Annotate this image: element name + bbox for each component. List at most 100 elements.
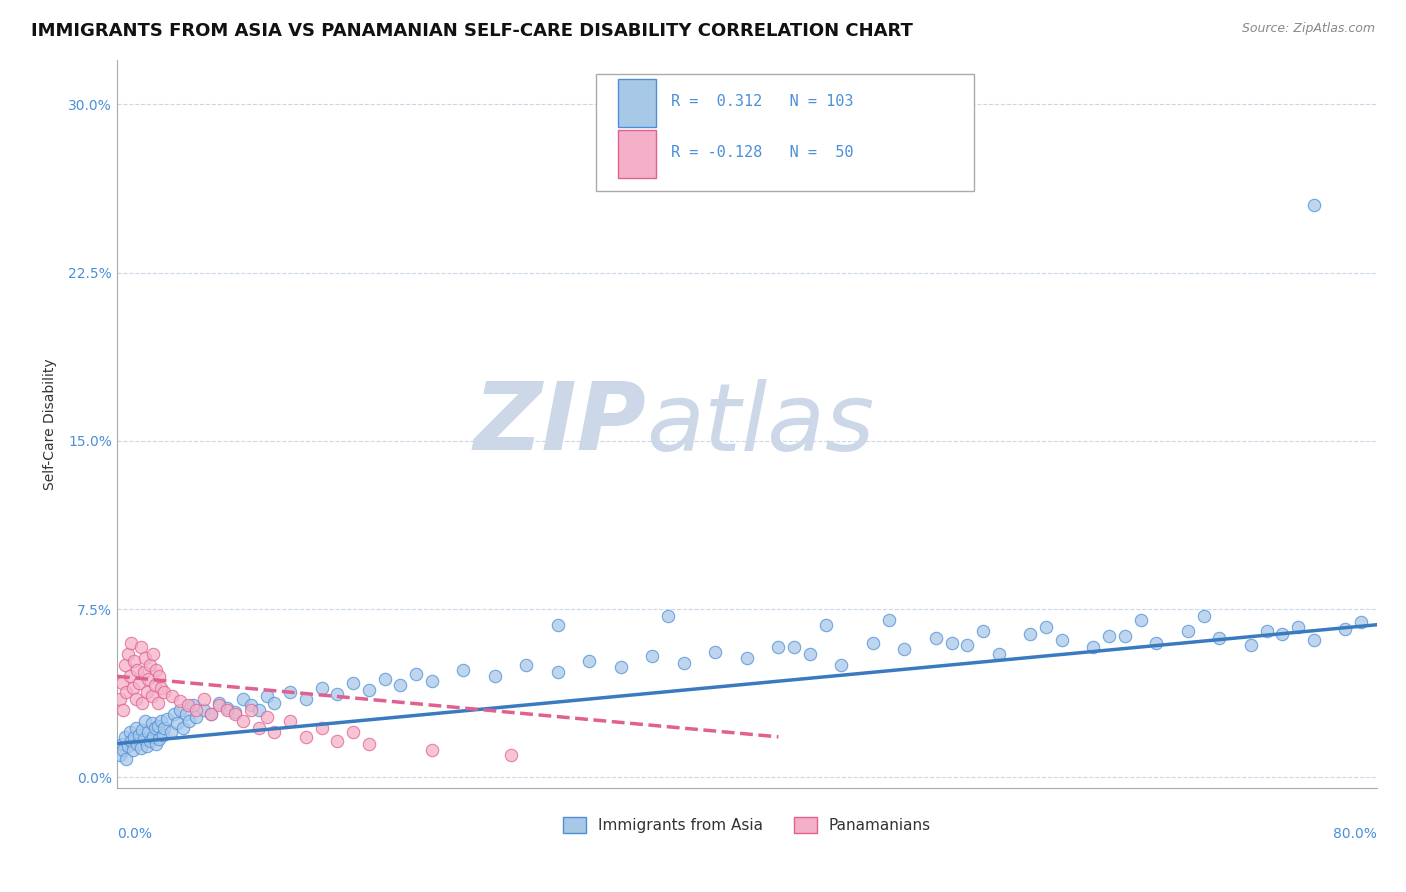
Point — [672, 656, 695, 670]
Point — [1019, 626, 1042, 640]
Point — [278, 685, 301, 699]
Point — [420, 743, 443, 757]
Point — [143, 721, 166, 735]
Point — [181, 698, 204, 713]
Point — [114, 730, 136, 744]
Point — [163, 707, 186, 722]
Point — [1035, 620, 1057, 634]
Point — [326, 687, 349, 701]
Point — [972, 624, 994, 639]
Point — [1146, 635, 1168, 649]
Y-axis label: Self-Care Disability: Self-Care Disability — [44, 359, 58, 490]
Point — [208, 698, 231, 713]
Point — [256, 690, 278, 704]
Point — [152, 728, 174, 742]
Point — [357, 682, 380, 697]
Point — [166, 716, 188, 731]
Point — [311, 721, 333, 735]
Point — [263, 725, 285, 739]
Point — [515, 658, 537, 673]
Point — [174, 707, 197, 722]
Point — [1350, 615, 1372, 630]
Point — [172, 721, 194, 735]
Point — [150, 714, 173, 728]
Point — [641, 649, 664, 664]
Point — [139, 734, 162, 748]
Point — [135, 739, 157, 753]
Point — [128, 676, 150, 690]
Point — [139, 658, 162, 673]
Point — [115, 752, 138, 766]
Point — [1050, 633, 1073, 648]
Point — [263, 696, 285, 710]
Point — [547, 617, 569, 632]
Point — [159, 725, 181, 739]
Point — [169, 703, 191, 717]
Point — [111, 676, 134, 690]
Point — [129, 640, 152, 655]
Point — [200, 707, 222, 722]
Point — [925, 631, 948, 645]
Point — [1098, 629, 1121, 643]
Point — [112, 703, 135, 717]
Point — [120, 635, 142, 649]
Point — [177, 698, 200, 713]
Point — [217, 700, 239, 714]
Point — [295, 730, 318, 744]
Point — [150, 681, 173, 695]
Point — [179, 714, 201, 728]
Point — [1177, 624, 1199, 639]
Point — [657, 608, 679, 623]
Point — [156, 712, 179, 726]
Point — [115, 685, 138, 699]
Point — [278, 714, 301, 728]
Point — [112, 743, 135, 757]
Point — [405, 667, 427, 681]
Bar — [619, 79, 657, 127]
Point — [146, 718, 169, 732]
Text: ZIP: ZIP — [474, 378, 647, 470]
Point — [987, 647, 1010, 661]
Point — [224, 707, 246, 722]
Point — [232, 691, 254, 706]
Point — [830, 658, 852, 673]
Point — [239, 703, 262, 717]
Point — [134, 651, 156, 665]
Point — [893, 642, 915, 657]
Point — [1192, 608, 1215, 623]
Point — [499, 747, 522, 762]
Bar — [596, 74, 974, 191]
Text: Source: ZipAtlas.com: Source: ZipAtlas.com — [1241, 22, 1375, 36]
Point — [153, 685, 176, 699]
Point — [129, 741, 152, 756]
Point — [1129, 613, 1152, 627]
Point — [1256, 624, 1278, 639]
Point — [224, 705, 246, 719]
Point — [145, 737, 167, 751]
Point — [862, 635, 884, 649]
Point — [578, 654, 600, 668]
Point — [1240, 638, 1263, 652]
Point — [118, 725, 141, 739]
Point — [111, 737, 134, 751]
Point — [232, 714, 254, 728]
Point — [200, 707, 222, 722]
Point — [1208, 631, 1230, 645]
Point — [342, 676, 364, 690]
Point — [143, 678, 166, 692]
Point — [941, 635, 963, 649]
Point — [108, 747, 131, 762]
Legend: Immigrants from Asia, Panamanians: Immigrants from Asia, Panamanians — [557, 811, 936, 839]
Point — [138, 725, 160, 739]
Point — [135, 685, 157, 699]
Point — [142, 647, 165, 661]
Point — [124, 654, 146, 668]
Point — [247, 703, 270, 717]
Point — [217, 703, 239, 717]
Point — [547, 665, 569, 679]
Point — [193, 703, 215, 717]
Point — [125, 691, 148, 706]
Point — [146, 696, 169, 710]
Point — [877, 613, 900, 627]
Point — [125, 721, 148, 735]
